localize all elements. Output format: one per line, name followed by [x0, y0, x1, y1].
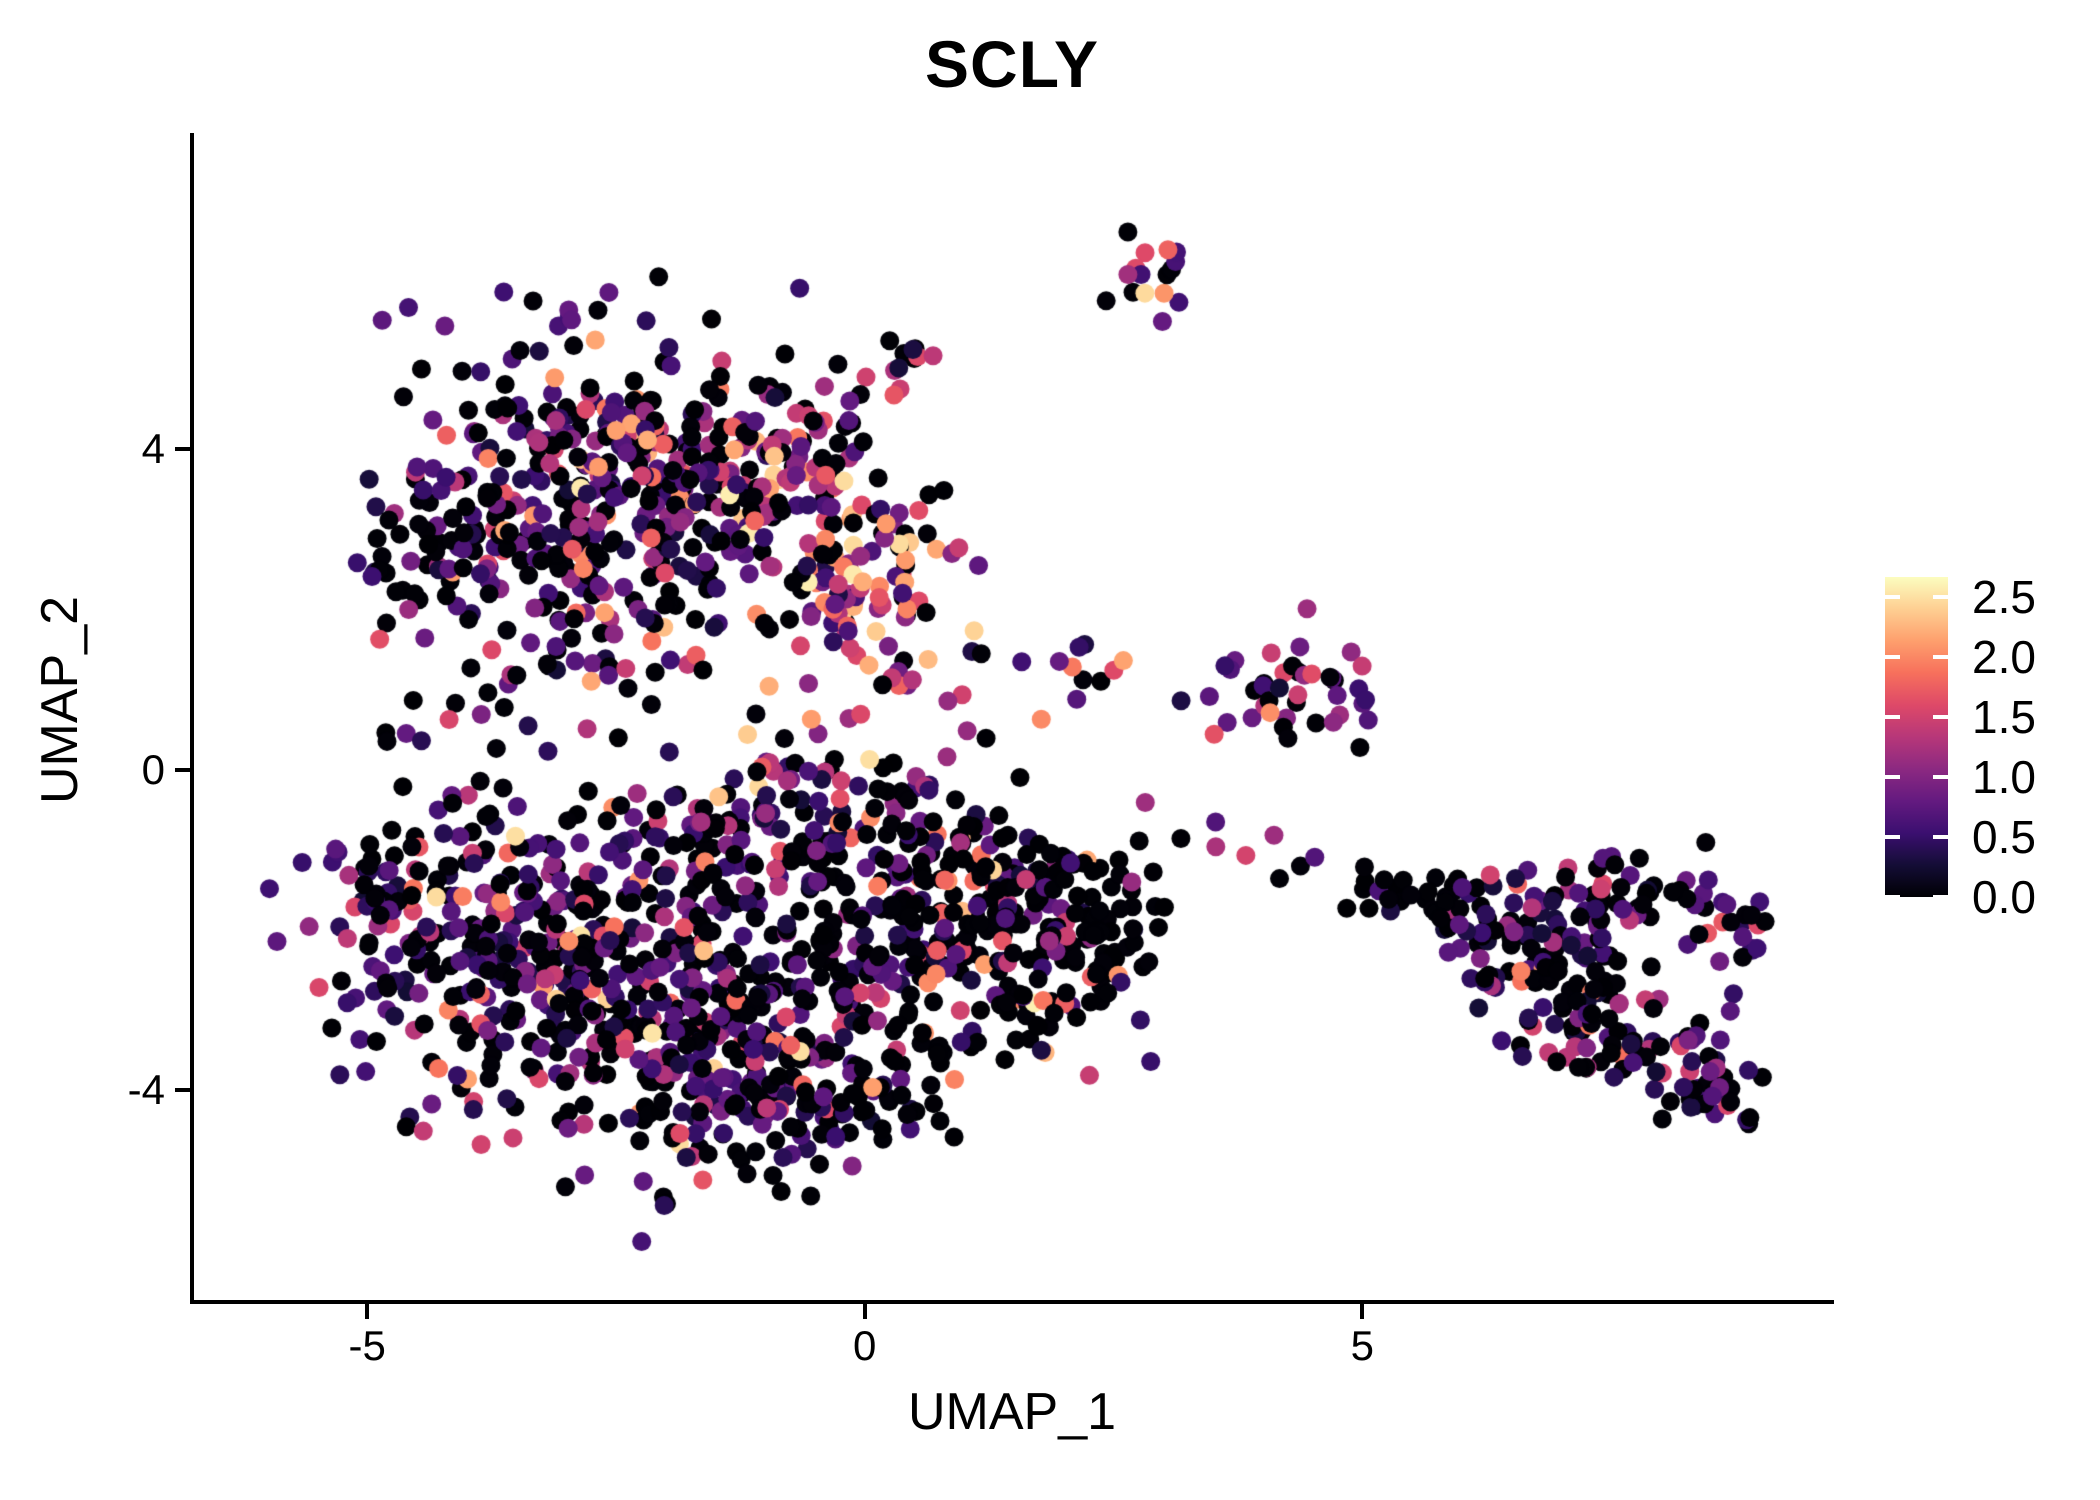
y-tick: [175, 1088, 190, 1093]
colorbar-tick-label: 0.5: [1972, 811, 2036, 864]
colorbar-tick: [1933, 595, 1948, 600]
colorbar-tick: [1885, 895, 1900, 899]
x-tick-label: -5: [348, 1322, 386, 1369]
colorbar-tick: [1885, 595, 1900, 600]
x-axis-title: UMAP_1: [907, 1383, 1117, 1441]
colorbar-tick-label: 1.0: [1972, 751, 2036, 804]
y-axis-line: [190, 133, 194, 1304]
y-tick: [175, 447, 190, 452]
x-tick: [365, 1304, 370, 1319]
y-tick-label: -4: [127, 1066, 165, 1114]
y-tick-label: 0: [141, 745, 165, 793]
y-tick-label: 4: [141, 425, 165, 473]
colorbar-tick: [1933, 775, 1948, 780]
colorbar-gradient: [1885, 577, 1948, 897]
colorbar-tick: [1885, 775, 1900, 780]
x-tick-label: 0: [853, 1322, 877, 1369]
colorbar-tick: [1933, 895, 1948, 899]
colorbar-tick: [1885, 715, 1900, 720]
colorbar-tick-label: 2.5: [1972, 571, 2036, 624]
x-axis-line: [190, 1300, 1834, 1304]
colorbar-tick: [1885, 835, 1900, 840]
colorbar-tick-label: 1.5: [1972, 691, 2036, 744]
colorbar-tick: [1933, 835, 1948, 840]
page-title: SCLY: [925, 27, 1099, 101]
x-tick: [862, 1304, 867, 1319]
colorbar-tick: [1933, 655, 1948, 660]
colorbar-tick-label: 0.0: [1972, 871, 2036, 923]
x-tick: [1360, 1304, 1365, 1319]
y-tick: [175, 767, 190, 772]
colorbar-tick: [1885, 655, 1900, 660]
colorbar: [1885, 577, 1948, 897]
x-tick-label: 5: [1350, 1322, 1374, 1369]
colorbar-tick-label: 2.0: [1972, 631, 2036, 684]
colorbar-tick: [1933, 715, 1948, 720]
